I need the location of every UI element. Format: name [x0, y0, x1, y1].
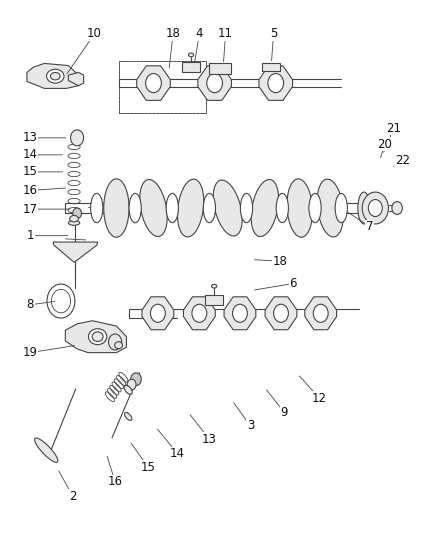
Text: 16: 16 — [108, 475, 123, 488]
Polygon shape — [224, 297, 256, 330]
Ellipse shape — [46, 69, 64, 83]
Ellipse shape — [91, 193, 103, 223]
Text: 5: 5 — [270, 27, 277, 40]
Ellipse shape — [35, 438, 58, 463]
Ellipse shape — [287, 179, 313, 237]
Polygon shape — [259, 66, 293, 100]
Circle shape — [274, 304, 288, 322]
Ellipse shape — [70, 215, 78, 222]
Ellipse shape — [124, 413, 132, 421]
Text: 16: 16 — [23, 184, 38, 197]
Ellipse shape — [203, 193, 215, 223]
Text: 9: 9 — [281, 406, 288, 419]
Polygon shape — [305, 297, 337, 330]
Text: 14: 14 — [23, 148, 38, 161]
Ellipse shape — [276, 193, 288, 223]
Circle shape — [313, 304, 328, 322]
Text: 17: 17 — [23, 203, 38, 215]
Text: 12: 12 — [312, 392, 327, 405]
Text: 13: 13 — [202, 433, 217, 446]
Circle shape — [268, 74, 284, 93]
Ellipse shape — [317, 179, 343, 237]
Text: 20: 20 — [378, 138, 392, 151]
Bar — [209, 63, 231, 74]
Text: 19: 19 — [23, 346, 38, 359]
Polygon shape — [142, 297, 174, 330]
Polygon shape — [137, 66, 170, 100]
Ellipse shape — [212, 284, 217, 288]
Bar — [205, 295, 223, 305]
Circle shape — [150, 304, 165, 322]
Ellipse shape — [104, 179, 129, 237]
Polygon shape — [198, 66, 231, 100]
Ellipse shape — [115, 342, 123, 349]
Text: 1: 1 — [27, 229, 34, 242]
Circle shape — [233, 304, 247, 322]
Circle shape — [73, 208, 81, 219]
Ellipse shape — [251, 180, 279, 237]
Circle shape — [392, 201, 403, 214]
Ellipse shape — [309, 193, 321, 223]
Text: 3: 3 — [247, 419, 254, 432]
Text: 13: 13 — [23, 131, 38, 144]
Ellipse shape — [129, 193, 141, 223]
Circle shape — [131, 373, 141, 385]
Text: 10: 10 — [87, 27, 102, 40]
Polygon shape — [53, 242, 98, 262]
Ellipse shape — [358, 192, 370, 224]
Text: 11: 11 — [218, 27, 233, 40]
Polygon shape — [27, 63, 78, 88]
Text: 15: 15 — [141, 461, 155, 474]
Ellipse shape — [50, 72, 60, 80]
Circle shape — [146, 74, 161, 93]
Text: 18: 18 — [166, 27, 180, 40]
Circle shape — [368, 199, 382, 216]
Polygon shape — [65, 321, 127, 353]
Ellipse shape — [124, 385, 132, 394]
Text: 21: 21 — [386, 122, 401, 135]
Ellipse shape — [68, 221, 80, 225]
Text: 8: 8 — [27, 298, 34, 311]
Ellipse shape — [335, 193, 347, 223]
Circle shape — [71, 130, 84, 146]
Ellipse shape — [177, 179, 204, 237]
Polygon shape — [265, 297, 297, 330]
Circle shape — [362, 192, 389, 224]
Circle shape — [109, 334, 122, 350]
Text: 14: 14 — [170, 447, 185, 460]
Bar — [182, 62, 200, 72]
Text: 15: 15 — [23, 165, 38, 179]
Text: 7: 7 — [366, 220, 373, 233]
Circle shape — [127, 379, 136, 390]
Bar — [119, 61, 206, 114]
Bar — [262, 63, 280, 71]
Circle shape — [207, 74, 223, 93]
Ellipse shape — [140, 180, 167, 237]
Ellipse shape — [213, 180, 242, 236]
Polygon shape — [68, 72, 84, 86]
Ellipse shape — [92, 332, 103, 342]
Ellipse shape — [240, 193, 253, 223]
Text: 22: 22 — [395, 154, 410, 167]
Circle shape — [192, 304, 207, 322]
Text: 4: 4 — [196, 27, 203, 40]
Polygon shape — [184, 297, 215, 330]
Bar — [119, 61, 206, 114]
Ellipse shape — [188, 53, 194, 57]
Text: 18: 18 — [273, 255, 288, 268]
Text: 6: 6 — [290, 277, 297, 290]
Ellipse shape — [166, 193, 178, 223]
Ellipse shape — [88, 329, 107, 345]
Text: 2: 2 — [69, 490, 77, 503]
